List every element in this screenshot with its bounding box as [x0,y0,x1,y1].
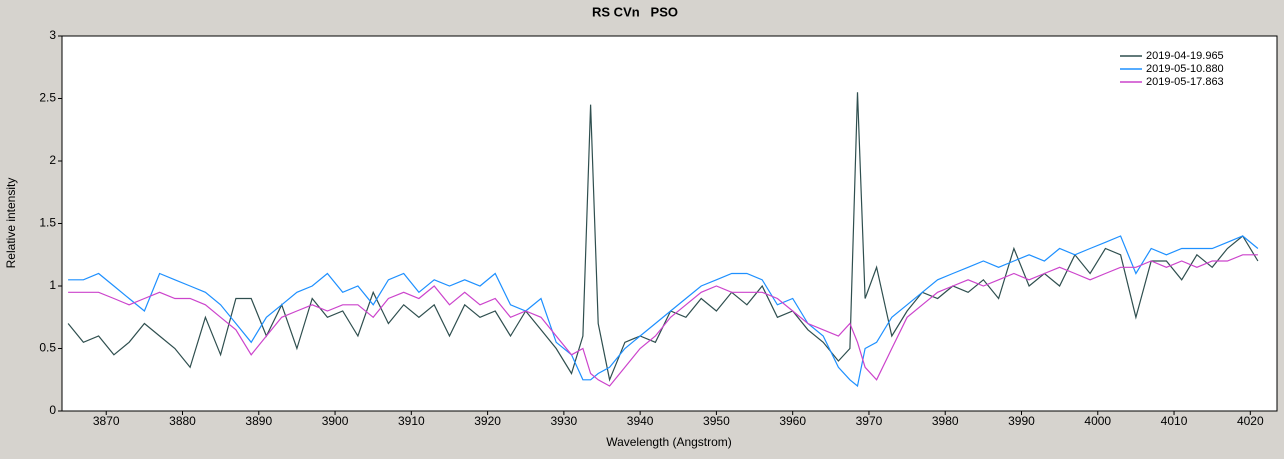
legend-label: 2019-05-10.880 [1146,63,1224,75]
x-tick-label: 3880 [169,414,196,428]
chart-title: RS CVn PSO [592,4,678,19]
series-line [68,254,1258,387]
x-tick-label: 4000 [1084,414,1111,428]
x-axis-label: Wavelength (Angstrom) [606,435,732,449]
y-tick-label: 3 [49,28,56,42]
x-tick-label: 3890 [245,414,272,428]
x-tick-label: 3920 [474,414,501,428]
x-tick-label: 3970 [856,414,883,428]
x-tick-label: 3940 [627,414,654,428]
legend-label: 2019-05-17.863 [1146,76,1224,88]
plot-area [61,35,1278,412]
y-tick-label: 0.5 [39,341,56,355]
y-tick-label: 2 [49,153,56,167]
x-tick-label: 3870 [93,414,120,428]
x-tick-label: 3930 [551,414,578,428]
series-line [68,235,1259,388]
x-tick-label: 3990 [1008,414,1035,428]
x-tick-label: 3980 [932,414,959,428]
y-axis-label: Relative intensity [4,178,18,269]
x-tick-label: 3910 [398,414,425,428]
x-tick-label: 3900 [322,414,349,428]
x-tick-label: 3960 [779,414,806,428]
x-tick-label: 4010 [1161,414,1188,428]
x-tick-label: 4020 [1237,414,1264,428]
y-tick-label: 1.5 [39,216,56,230]
y-tick-label: 1 [49,278,56,292]
y-tick-label: 2.5 [39,91,56,105]
y-tick-label: 0 [49,403,56,417]
legend-label: 2019-04-19.965 [1146,50,1224,62]
x-tick-label: 3950 [703,414,730,428]
